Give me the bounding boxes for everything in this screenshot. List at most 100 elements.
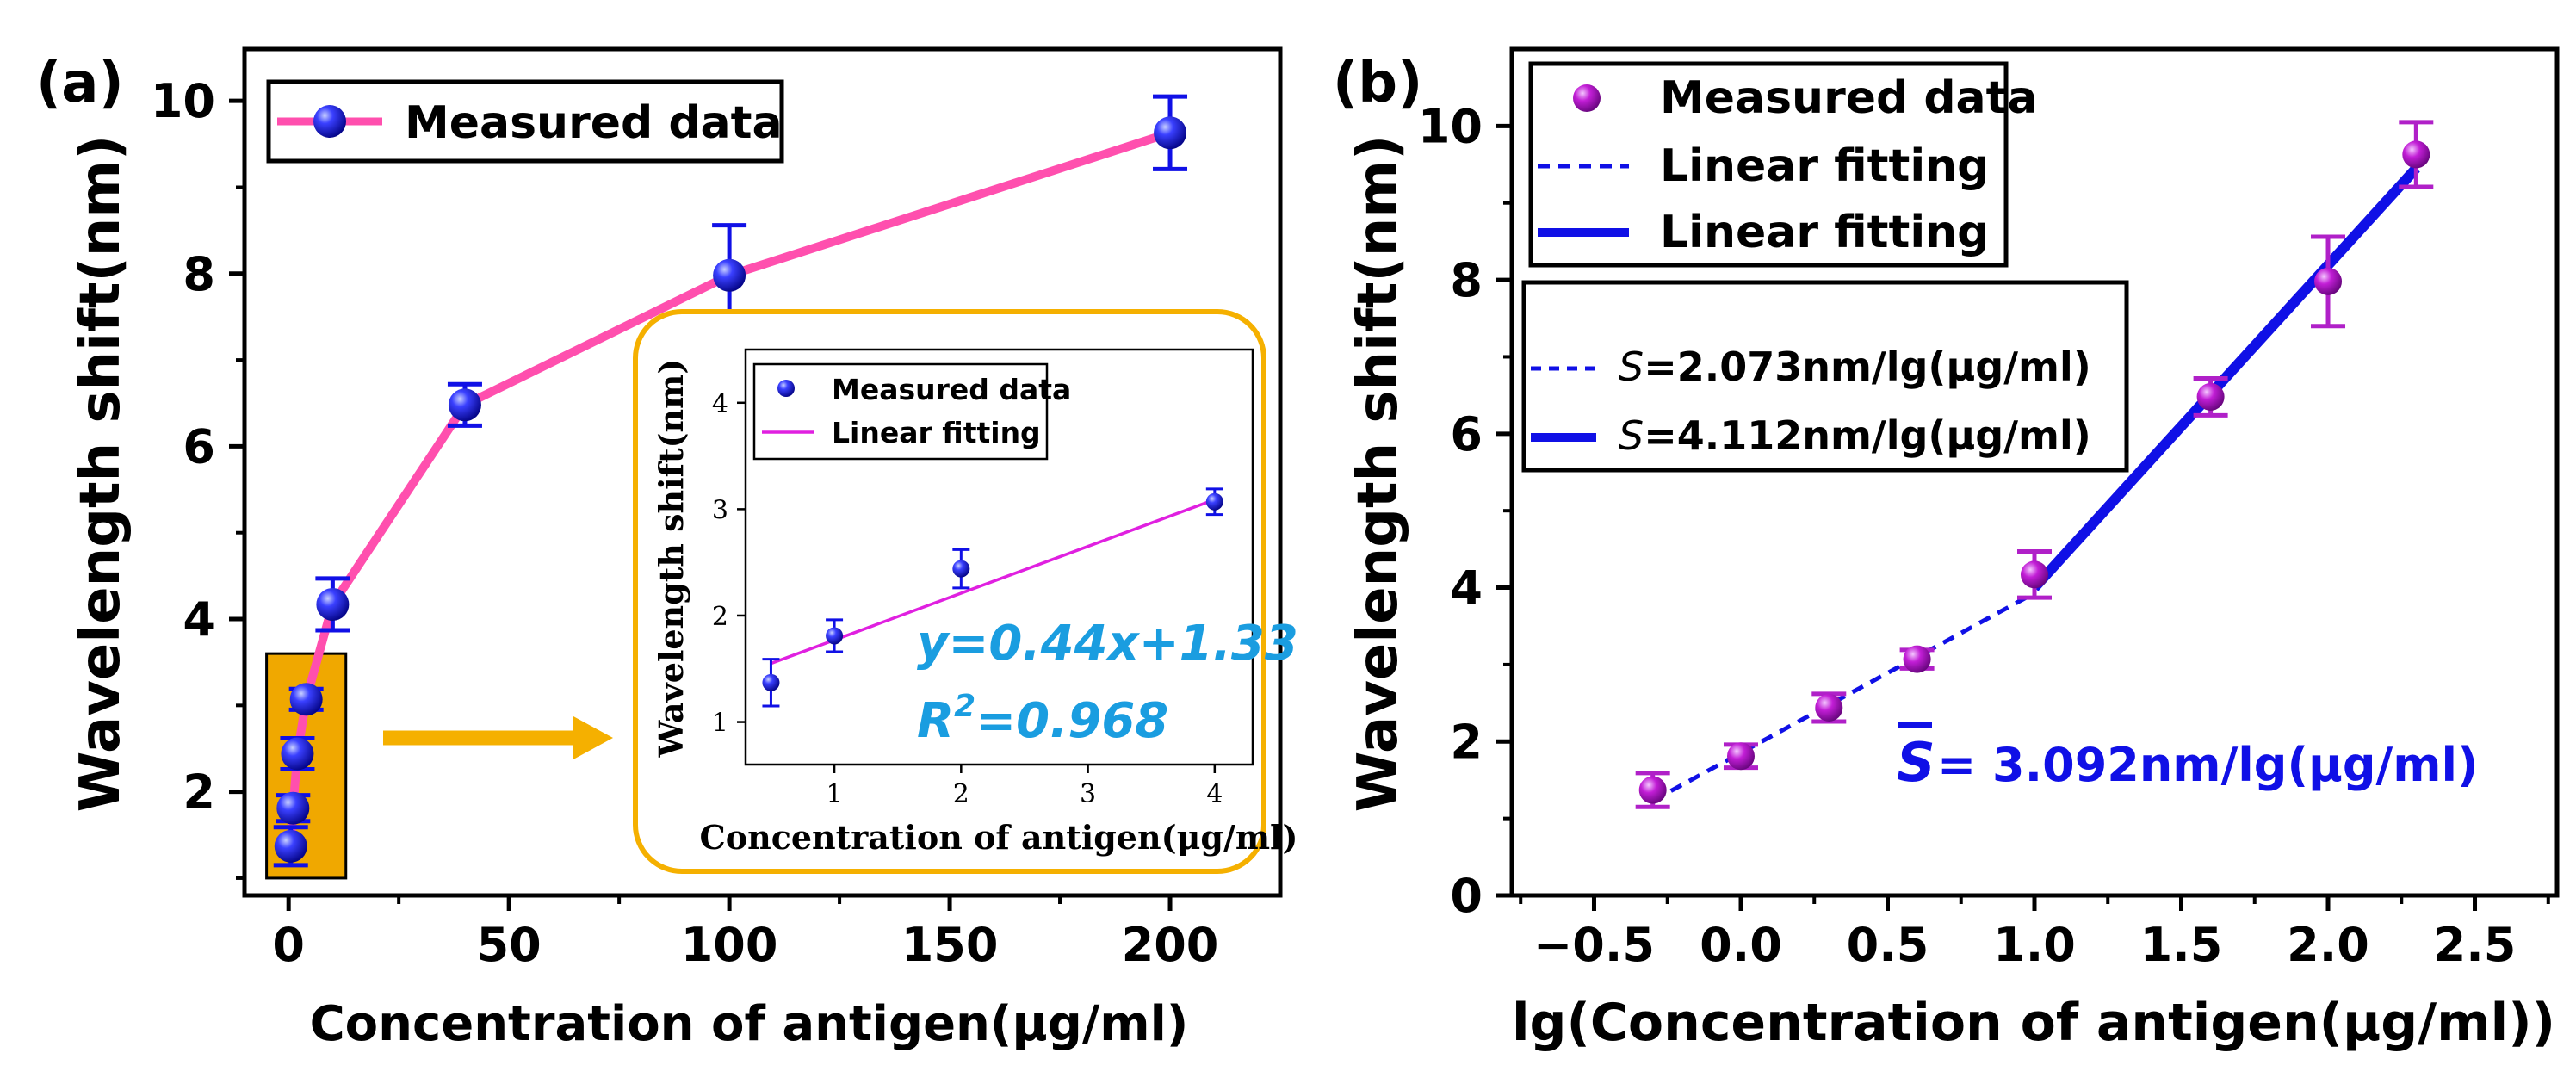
x-tick-label: 0.0 bbox=[1700, 918, 1782, 972]
x-tick-label: 0.5 bbox=[1847, 918, 1929, 972]
r-squared-exponent: 2 bbox=[954, 689, 975, 724]
x-tick-label: 200 bbox=[1122, 918, 1219, 972]
data-points bbox=[273, 94, 1188, 868]
r-squared: R2=0.968 bbox=[917, 689, 1168, 749]
panel-a-label: (a) bbox=[36, 52, 124, 115]
inset-legend-frame bbox=[752, 362, 1049, 461]
y-tick-label: 8 bbox=[1450, 253, 1483, 307]
legend-b2: S=2.073nm/lg(μg/ml) S=4.112nm/lg(μg/ml) bbox=[1521, 280, 2129, 473]
mean-sensitivity-annotation: S = 3.092nm/lg(μg/ml) bbox=[1897, 722, 2479, 794]
inset-point bbox=[826, 618, 844, 653]
data-point bbox=[273, 825, 308, 868]
y-axis-label-a: Wavelength shift(nm) bbox=[69, 135, 133, 813]
y-ticks-b: 0 2 4 6 8 10 bbox=[1418, 99, 1512, 923]
x-ticks-a: 0 50 100 150 200 bbox=[272, 895, 1218, 972]
x-tick-label: 50 bbox=[477, 918, 542, 972]
inset-chart: 1 2 3 4 1 2 3 4 Concentration of antigen(μg/ml… bbox=[633, 309, 1298, 874]
legend-b2-label-1: S=2.073nm/lg(μg/ml) bbox=[1619, 344, 2091, 390]
legend-b-label-2: Linear fitting bbox=[1660, 140, 1989, 192]
x-tick-label: 2.5 bbox=[2434, 918, 2517, 972]
legend-a: Measured data bbox=[266, 79, 784, 164]
y-tick-label: 4 bbox=[183, 592, 215, 647]
legend-b: Measured data Linear fitting Linear fitt… bbox=[1528, 61, 2038, 268]
inset-marker bbox=[952, 560, 970, 578]
y-tick-label: 10 bbox=[151, 74, 215, 128]
legend-b-marker bbox=[1573, 84, 1601, 112]
s-bar-symbol: S bbox=[1897, 731, 1935, 794]
marker bbox=[2021, 560, 2048, 589]
data-point bbox=[1811, 691, 1847, 724]
data-points-b bbox=[1635, 120, 2434, 809]
legend-b2-s-1: S bbox=[1619, 344, 1644, 390]
legend-b-label-3: Linear fitting bbox=[1660, 207, 1989, 258]
x-tick-label: 1.0 bbox=[1993, 918, 2076, 972]
inset-y-tick-label: 2 bbox=[712, 602, 728, 632]
data-point bbox=[1153, 94, 1188, 171]
data-point bbox=[288, 683, 324, 716]
data-point bbox=[280, 735, 315, 772]
panel-b-label: (b) bbox=[1333, 52, 1422, 115]
legend-b2-text-2: =4.112nm/lg(μg/ml) bbox=[1644, 412, 2091, 459]
legend-b2-s-2: S bbox=[1619, 412, 1644, 459]
fit-line-dashed bbox=[1651, 591, 2036, 803]
inset-y-tick-label: 3 bbox=[712, 495, 728, 525]
data-point bbox=[447, 381, 482, 428]
inset-fit-line bbox=[770, 498, 1216, 666]
inset-y-ticks: 1 2 3 4 bbox=[712, 389, 746, 739]
y-tick-label: 2 bbox=[1450, 715, 1483, 769]
inset-x-ticks: 1 2 3 4 bbox=[827, 765, 1223, 809]
x-axis-label-a: Concentration of antigen(μg/ml) bbox=[310, 996, 1189, 1052]
x-ticks-b: −0.5 0.0 0.5 1.0 1.5 2.0 2.5 bbox=[1519, 895, 2550, 972]
y-tick-label: 0 bbox=[1450, 869, 1483, 923]
r-squared-prefix: R bbox=[917, 693, 954, 749]
arrow-to-inset bbox=[383, 716, 613, 759]
data-point bbox=[276, 791, 311, 825]
data-point bbox=[2399, 120, 2434, 189]
x-tick-label: 0 bbox=[272, 918, 305, 972]
s-bar-value: = 3.092nm/lg(μg/ml) bbox=[1937, 738, 2479, 792]
inset-legend-marker bbox=[777, 380, 795, 397]
y-tick-label: 2 bbox=[183, 765, 215, 820]
inset-point bbox=[1205, 487, 1223, 517]
x-tick-label: 1.5 bbox=[2140, 918, 2223, 972]
legend-a-marker bbox=[313, 105, 346, 138]
data-point bbox=[2311, 234, 2346, 329]
inset-legend-label-1: Measured data bbox=[832, 373, 1071, 406]
y-tick-label: 4 bbox=[1450, 561, 1483, 616]
inset-x-tick-label: 4 bbox=[1206, 779, 1223, 809]
plot-frame-a bbox=[242, 46, 1283, 898]
data-point bbox=[1899, 645, 1935, 673]
panel-b: (b) −0.5 0.0 0.5 1.0 1.5 2.0 2.5 0 2 4 6 8 10 lg(Co… bbox=[1333, 46, 2560, 1053]
data-point bbox=[1723, 742, 1758, 771]
data-point bbox=[315, 576, 350, 633]
r-squared-value: =0.968 bbox=[975, 693, 1168, 749]
panel-a: (a) 0 50 100 150 200 2 4 6 8 10 Concentration of… bbox=[36, 46, 1298, 1052]
data-point bbox=[2193, 375, 2228, 418]
fit-equation: y=0.44x+1.33 bbox=[917, 616, 1298, 672]
marker bbox=[713, 258, 746, 292]
inset-y-tick-label: 1 bbox=[712, 709, 728, 739]
marker bbox=[281, 737, 314, 771]
x-axis-label-b: lg(Concentration of antigen(μg/ml)) bbox=[1512, 993, 2555, 1053]
legend-b-label-1: Measured data bbox=[1660, 72, 2038, 124]
arrow-head bbox=[573, 716, 613, 759]
marker bbox=[1903, 645, 1931, 673]
legend-b2-text-1: =2.073nm/lg(μg/ml) bbox=[1644, 344, 2091, 390]
data-point bbox=[1635, 771, 1670, 809]
inset-y-axis-label: Wavelength shift(nm) bbox=[652, 359, 690, 759]
marker bbox=[316, 587, 350, 621]
inset-x-tick-label: 2 bbox=[953, 779, 969, 809]
inset-x-tick-label: 1 bbox=[827, 779, 843, 809]
marker bbox=[1815, 693, 1843, 722]
x-tick-label: 150 bbox=[901, 918, 999, 972]
inset-y-tick-label: 4 bbox=[712, 389, 728, 419]
inset-plot-frame bbox=[744, 348, 1254, 766]
marker bbox=[1726, 742, 1755, 771]
inset-x-tick-label: 3 bbox=[1080, 779, 1096, 809]
marker bbox=[2314, 267, 2343, 295]
marker bbox=[2196, 382, 2225, 411]
marker bbox=[274, 829, 307, 863]
marker bbox=[1638, 776, 1667, 804]
marker bbox=[448, 388, 481, 422]
